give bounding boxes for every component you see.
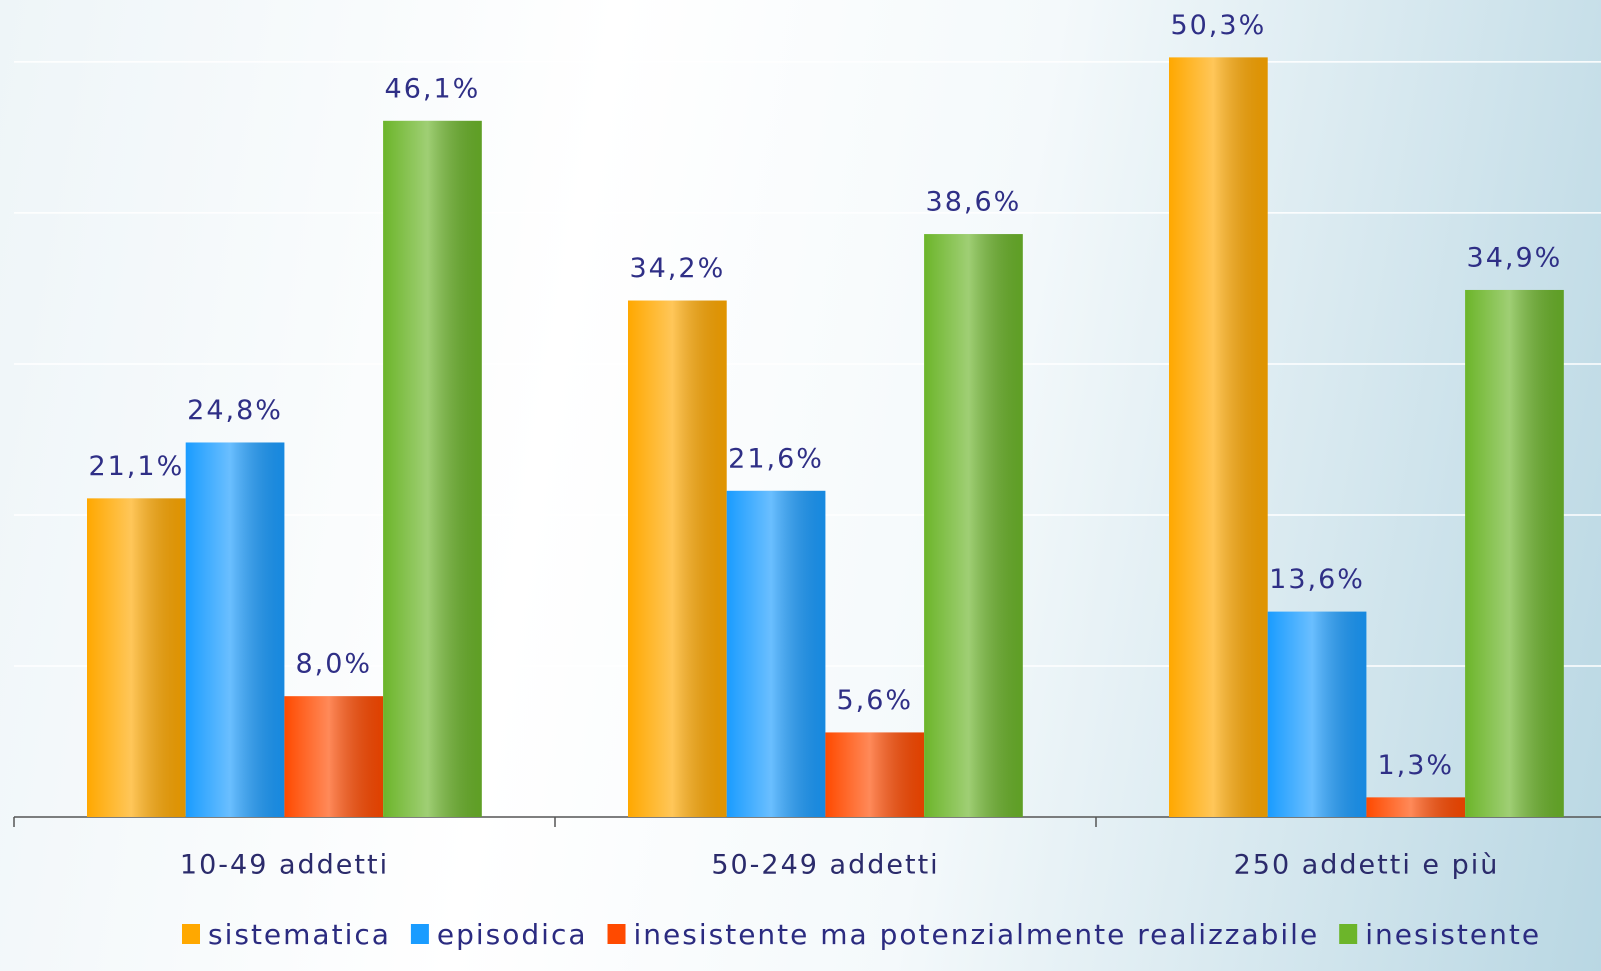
bar bbox=[185, 442, 285, 817]
bar bbox=[1366, 797, 1466, 817]
value-label: 34,9% bbox=[1467, 242, 1563, 273]
legend-label: sistematica bbox=[208, 918, 391, 951]
value-label: 50,3% bbox=[1170, 10, 1266, 41]
bar bbox=[1169, 57, 1268, 817]
legend-swatch bbox=[410, 924, 429, 944]
legend-swatch bbox=[607, 924, 626, 944]
value-label: 13,6% bbox=[1269, 564, 1365, 595]
bar bbox=[383, 120, 482, 818]
value-label: 24,8% bbox=[187, 395, 283, 426]
bar bbox=[726, 490, 826, 817]
bar bbox=[628, 300, 727, 818]
value-label: 34,2% bbox=[629, 253, 725, 284]
x-tick-label: 250 addetti e più bbox=[1234, 850, 1500, 881]
value-label: 46,1% bbox=[385, 73, 481, 104]
bar bbox=[87, 498, 186, 817]
bar bbox=[1267, 611, 1367, 817]
value-label: 38,6% bbox=[926, 187, 1022, 218]
bar bbox=[284, 696, 384, 817]
value-label: 21,1% bbox=[88, 451, 184, 482]
legend-label: inesistente ma potenzialmente realizzabi… bbox=[634, 918, 1320, 951]
bars bbox=[87, 57, 1564, 818]
x-tick-label: 10-49 addetti bbox=[180, 850, 389, 881]
bar bbox=[825, 732, 925, 817]
x-tick-label: 50-249 addetti bbox=[711, 850, 939, 881]
legend-label: episodica bbox=[437, 918, 588, 951]
legend-swatch bbox=[1339, 924, 1358, 944]
value-label: 8,0% bbox=[295, 649, 372, 680]
value-label: 1,3% bbox=[1377, 750, 1454, 781]
value-label: 21,6% bbox=[728, 443, 824, 474]
legend-label: inesistente bbox=[1365, 918, 1541, 951]
bar bbox=[1465, 289, 1564, 818]
value-label: 5,6% bbox=[836, 685, 913, 716]
legend-swatch bbox=[182, 924, 200, 944]
bar bbox=[924, 234, 1023, 817]
